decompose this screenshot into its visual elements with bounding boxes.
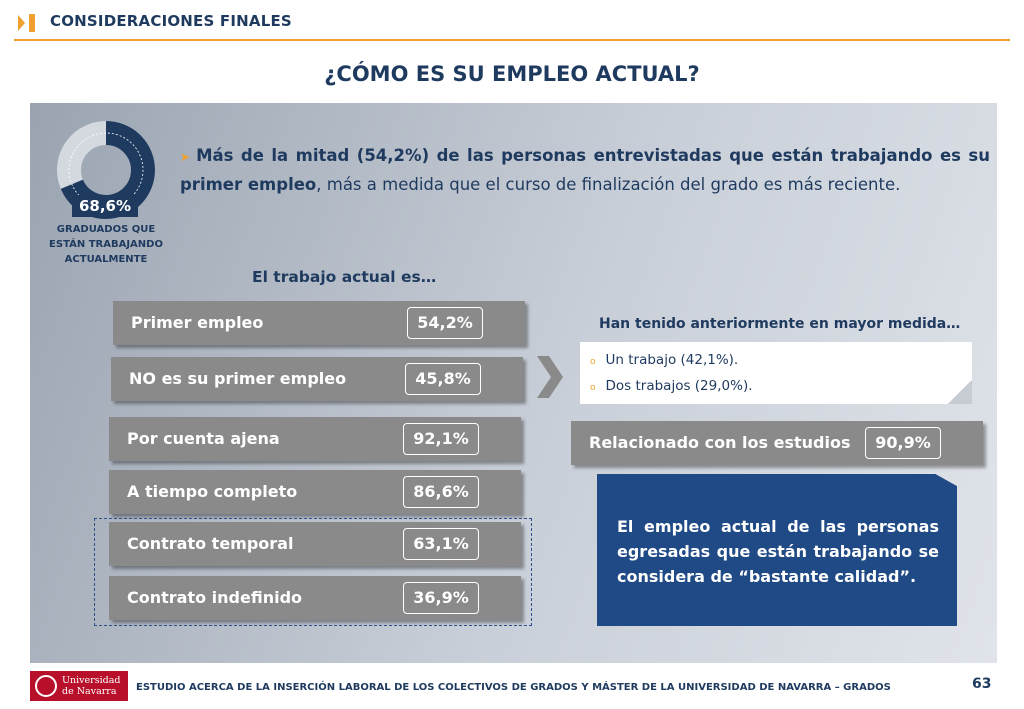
bar-relacionado-estudios: Relacionado con los estudios 90,9% <box>571 421 983 465</box>
bars-subtitle: El trabajo actual es… <box>252 268 437 286</box>
previous-jobs-title: Han tenido anteriormente en mayor medida… <box>599 316 961 332</box>
chevron-right-icon <box>537 356 563 398</box>
bar-value: 54,2% <box>407 307 483 339</box>
list-item: o Dos trabajos (29,0%). <box>590 378 753 394</box>
university-logo: Universidad de Navarra <box>30 671 128 701</box>
page-number: 63 <box>972 676 992 692</box>
bar-tiempo-completo: A tiempo completo 86,6% <box>109 470 521 514</box>
bar-label: NO es su primer empleo <box>129 369 347 388</box>
bar-value: 92,1% <box>403 423 479 455</box>
previous-jobs-box: o Un trabajo (42,1%). o Dos trabajos (29,0… <box>580 342 972 404</box>
bar-primer-empleo: Primer empleo 54,2% <box>113 301 525 345</box>
conclusion-box: El empleo actual de las personas egresad… <box>597 474 957 626</box>
bar-label: Por cuenta ajena <box>127 429 280 448</box>
bar-value: 90,9% <box>865 427 941 459</box>
bar-contrato-temporal: Contrato temporal 63,1% <box>109 522 521 566</box>
donut-caption: GRADUADOS QUE ESTÁN TRABAJANDO ACTUALMEN… <box>49 224 163 265</box>
bar-label: Contrato temporal <box>127 534 294 553</box>
bar-value: 86,6% <box>403 476 479 508</box>
circle-bullet-icon: o <box>590 357 596 367</box>
header-divider <box>14 39 1010 41</box>
bar-label: Primer empleo <box>131 313 264 332</box>
bar-value: 45,8% <box>405 363 481 395</box>
bar-value: 63,1% <box>403 528 479 560</box>
bar-no-primer-empleo: NO es su primer empleo 45,8% <box>111 357 523 401</box>
bar-value: 36,9% <box>403 582 479 614</box>
bar-cuenta-ajena: Por cuenta ajena 92,1% <box>109 417 521 461</box>
intro-paragraph: ➤ Más de la mitad (54,2%) de las personas… <box>180 142 990 198</box>
university-seal-icon <box>35 675 57 697</box>
bar-label: A tiempo completo <box>127 482 298 501</box>
contract-type-highlight <box>94 518 532 626</box>
intro-bold-text: Más de la mitad (54,2%) de las personas … <box>180 146 990 194</box>
section-marker-icon <box>18 14 35 32</box>
logo-text: Universidad de Navarra <box>62 675 121 697</box>
intro-normal-text: , más a medida que el curso de finalizac… <box>316 175 901 194</box>
page-title: ¿CÓMO ES SU EMPLEO ACTUAL? <box>324 62 700 86</box>
conclusion-text: El empleo actual de las personas egresad… <box>617 517 939 586</box>
donut-value: 68,6% <box>72 195 138 217</box>
bar-label: Relacionado con los estudios <box>589 433 851 452</box>
footer-text: ESTUDIO ACERCA DE LA INSERCIÓN LABORAL D… <box>136 682 891 693</box>
bar-contrato-indefinido: Contrato indefinido 36,9% <box>109 576 521 620</box>
circle-bullet-icon: o <box>590 383 596 393</box>
bullet-arrow-icon: ➤ <box>180 150 191 164</box>
page-fold-corner <box>948 380 972 404</box>
bar-label: Contrato indefinido <box>127 588 303 607</box>
list-item: o Un trabajo (42,1%). <box>590 352 739 368</box>
section-title: CONSIDERACIONES FINALES <box>50 12 292 30</box>
